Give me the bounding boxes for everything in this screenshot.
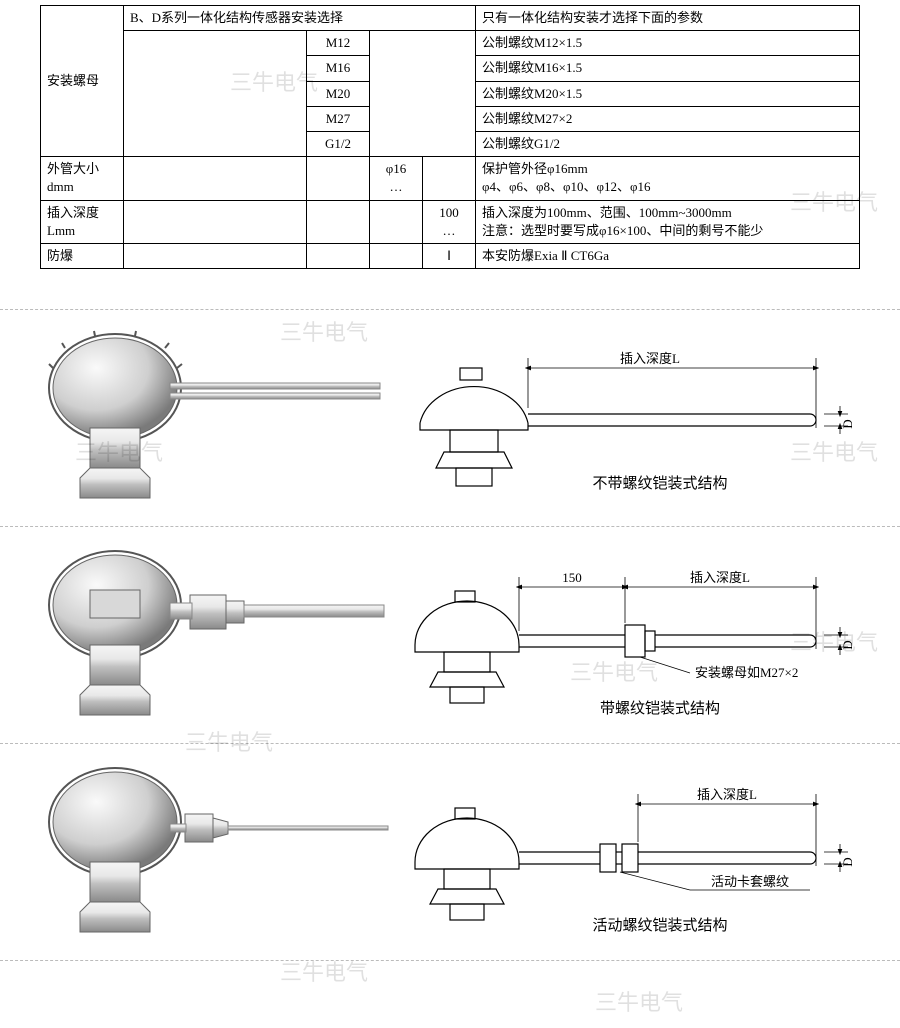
- spacer: [370, 81, 476, 106]
- desc-m12: 公制螺纹M12×1.5: [476, 31, 860, 56]
- code-m20: M20: [307, 81, 370, 106]
- watermark-text: 三牛电气: [595, 985, 683, 1017]
- header-bd-series: B、D系列一体化结构传感器安装选择: [124, 6, 476, 31]
- spacer: [370, 31, 476, 56]
- dim-150: 150: [562, 570, 582, 585]
- dim-insertion-depth-2: 插入深度L: [690, 570, 750, 585]
- diagram-row-1: 插入深度L D 不带螺纹铠装式结构: [0, 309, 900, 526]
- code-100: 100 …: [423, 200, 476, 243]
- spacer: [370, 131, 476, 156]
- page: 三牛电气三牛电气三牛电气三牛电气三牛电气三牛电气三牛电气三牛电气三牛电气三牛电气…: [0, 5, 900, 961]
- label-depth: 插入深度 Lmm: [41, 200, 124, 243]
- spacer: [423, 157, 476, 200]
- code-m12: M12: [307, 31, 370, 56]
- label-explosion: 防爆: [41, 243, 124, 268]
- dim-insertion-depth-3: 插入深度L: [697, 787, 757, 802]
- spacer: [370, 200, 423, 243]
- caption-3: 活动螺纹铠装式结构: [592, 917, 727, 934]
- spacer: [124, 56, 307, 81]
- desc-m20: 公制螺纹M20×1.5: [476, 81, 860, 106]
- spacer: [124, 81, 307, 106]
- spacer: [124, 131, 307, 156]
- desc-g12: 公制螺纹G1/2: [476, 131, 860, 156]
- sensor-photo-2: [20, 545, 400, 725]
- desc-depth: 插入深度为100mm、范围、100mm~3000mm 注意：选型时要写成φ16×…: [476, 200, 860, 243]
- label-mount-nut: 安装螺母: [41, 6, 124, 157]
- spacer: [307, 243, 370, 268]
- spacer: [124, 106, 307, 131]
- desc-outer-tube: 保护管外径φ16mm φ4、φ6、φ8、φ10、φ12、φ16: [476, 157, 860, 200]
- spacer: [124, 31, 307, 56]
- spacer: [307, 157, 370, 200]
- spacer: [370, 243, 423, 268]
- caption-2: 带螺纹铠装式结构: [600, 700, 720, 717]
- code-m16: M16: [307, 56, 370, 81]
- label-collar: 活动卡套螺纹: [711, 874, 789, 889]
- diagram-row-3: 插入深度L D 活动卡套螺纹 活动螺纹铠装式结构: [0, 743, 900, 961]
- spacer: [370, 56, 476, 81]
- spacer: [124, 243, 307, 268]
- sensor-photo-1: [20, 328, 400, 508]
- spacer: [307, 200, 370, 243]
- schematic-3: 插入深度L D 活动卡套螺纹 活动螺纹铠装式结构: [400, 762, 860, 942]
- sensor-photo-3: [20, 762, 400, 942]
- label-outer-tube: 外管大小 dmm: [41, 157, 124, 200]
- spacer: [124, 157, 307, 200]
- spacer: [370, 106, 476, 131]
- dim-insertion-depth: 插入深度L: [620, 351, 680, 366]
- dim-D: D: [840, 419, 855, 428]
- schematic-1: 插入深度L D 不带螺纹铠装式结构: [400, 328, 860, 508]
- spec-table: 安装螺母 B、D系列一体化结构传感器安装选择 只有一体化结构安装才选择下面的参数…: [40, 5, 860, 269]
- diagram-section: 插入深度L D 不带螺纹铠装式结构: [0, 309, 900, 961]
- desc-explosion: 本安防爆Exia Ⅱ CT6Ga: [476, 243, 860, 268]
- desc-m27: 公制螺纹M27×2: [476, 106, 860, 131]
- dim-D-2: D: [840, 640, 855, 649]
- code-phi16: φ16 …: [370, 157, 423, 200]
- diagram-row-2: 150 插入深度L D 安装螺母如M27×2 带螺纹铠装式结构: [0, 526, 900, 743]
- code-m27: M27: [307, 106, 370, 131]
- label-nut: 安装螺母如M27×2: [695, 665, 798, 680]
- schematic-2: 150 插入深度L D 安装螺母如M27×2 带螺纹铠装式结构: [400, 545, 860, 725]
- code-explosion: Ⅰ: [423, 243, 476, 268]
- desc-m16: 公制螺纹M16×1.5: [476, 56, 860, 81]
- desc-bd-series: 只有一体化结构安装才选择下面的参数: [476, 6, 860, 31]
- code-g12: G1/2: [307, 131, 370, 156]
- caption-1: 不带螺纹铠装式结构: [592, 475, 727, 492]
- dim-D-3: D: [840, 857, 855, 866]
- spacer: [124, 200, 307, 243]
